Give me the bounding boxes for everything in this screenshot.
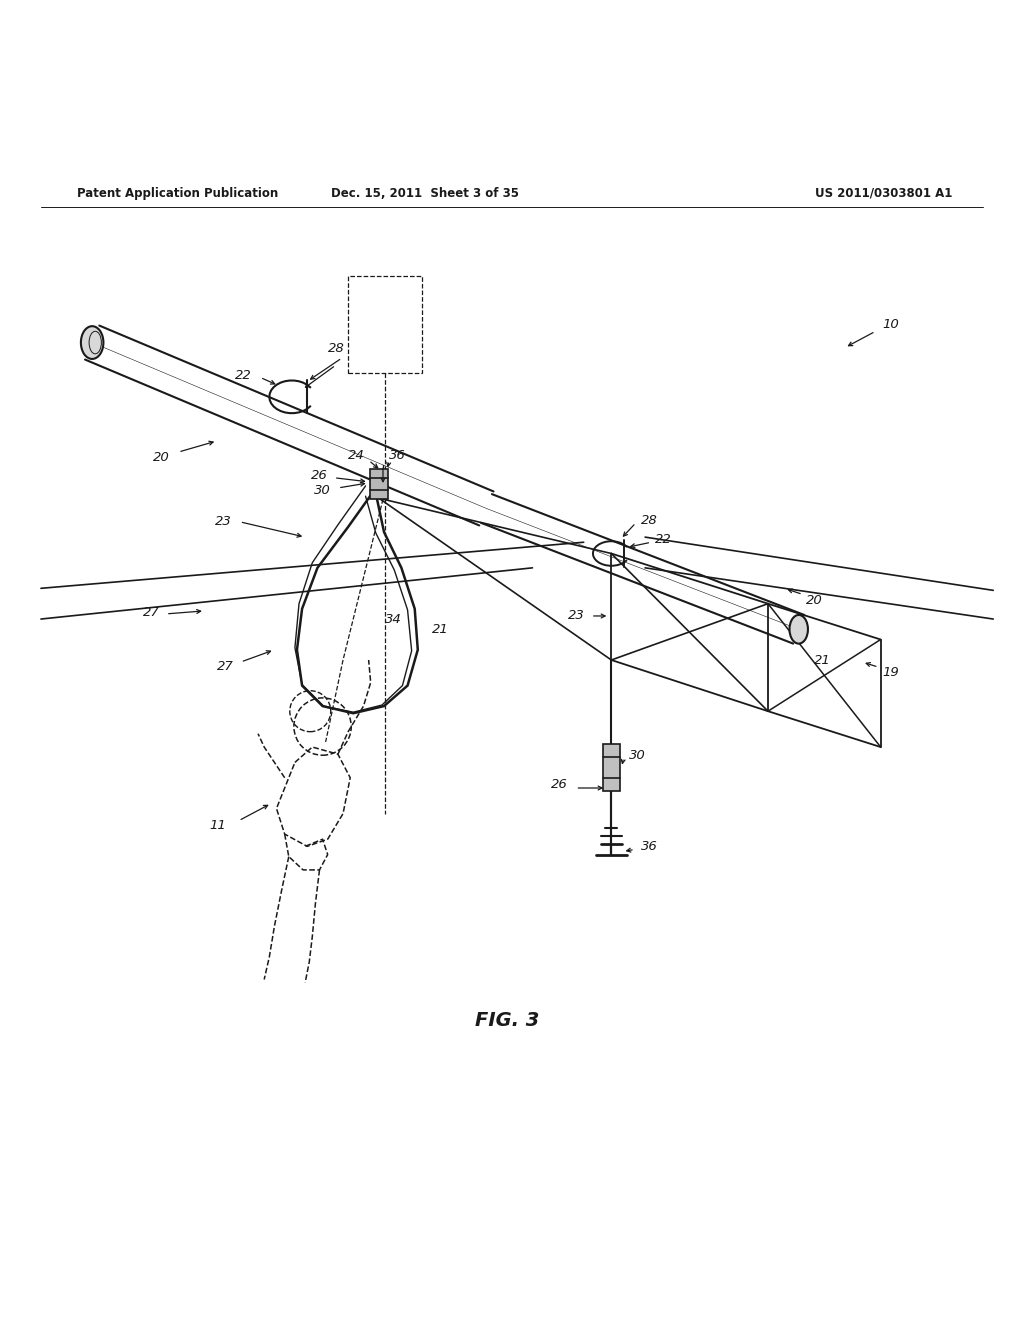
Text: 28: 28 [328, 342, 344, 355]
Text: 30: 30 [629, 748, 645, 762]
Text: 11: 11 [210, 820, 226, 833]
Text: 27: 27 [217, 660, 233, 673]
Text: 36: 36 [641, 840, 657, 853]
Text: 22: 22 [655, 533, 672, 545]
Text: 28: 28 [641, 515, 657, 527]
Text: 21: 21 [814, 653, 830, 667]
Text: US 2011/0303801 A1: US 2011/0303801 A1 [815, 186, 952, 199]
Text: 22: 22 [236, 368, 252, 381]
Text: 20: 20 [806, 594, 822, 607]
Text: 24: 24 [348, 449, 365, 462]
Bar [370, 469, 388, 499]
Text: 23: 23 [568, 610, 585, 623]
Text: 19: 19 [883, 665, 899, 678]
Text: FIG. 3: FIG. 3 [475, 1011, 539, 1030]
Ellipse shape [790, 615, 808, 644]
Text: 20: 20 [154, 450, 170, 463]
Bar [348, 276, 422, 374]
Text: 36: 36 [389, 449, 406, 462]
Text: Patent Application Publication: Patent Application Publication [77, 186, 279, 199]
Bar [603, 744, 620, 791]
Text: 10: 10 [883, 318, 899, 330]
Ellipse shape [81, 326, 103, 359]
Text: 26: 26 [551, 779, 567, 792]
Text: Dec. 15, 2011  Sheet 3 of 35: Dec. 15, 2011 Sheet 3 of 35 [331, 186, 519, 199]
Text: 26: 26 [311, 469, 328, 482]
Text: 21: 21 [432, 623, 449, 636]
Text: 27: 27 [143, 606, 160, 619]
Text: 34: 34 [385, 612, 401, 626]
Text: 23: 23 [215, 515, 231, 528]
Text: 30: 30 [314, 483, 331, 496]
